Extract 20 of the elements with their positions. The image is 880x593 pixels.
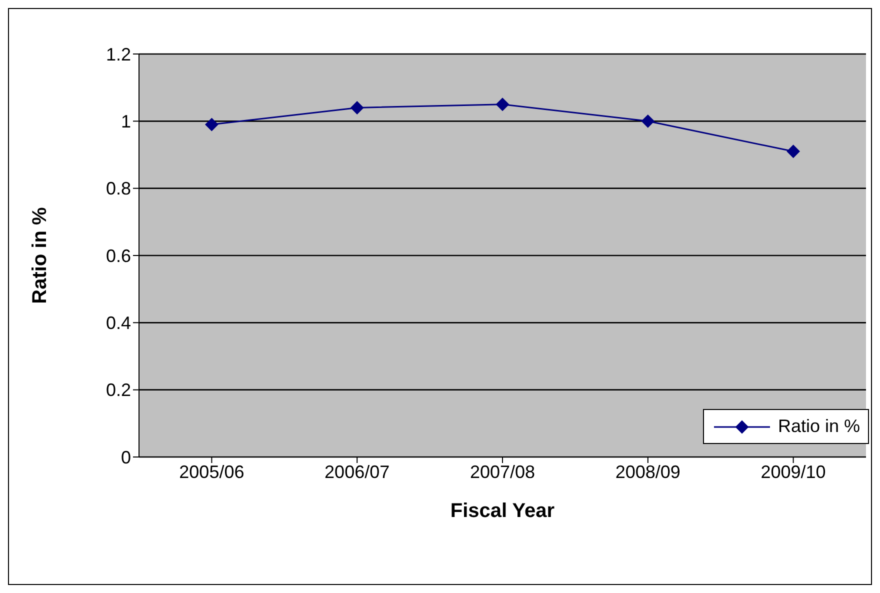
- y-tick-label: 0.8: [106, 178, 131, 199]
- y-tick-label: 1: [120, 112, 131, 132]
- point: [350, 101, 364, 114]
- y-tick-label: 0: [120, 447, 131, 468]
- point: [496, 98, 509, 111]
- point: [641, 114, 654, 128]
- y-tick-label: 0.6: [106, 246, 131, 266]
- point: [786, 144, 800, 158]
- x-axis-title: Fiscal Year: [450, 500, 555, 522]
- x-tick-label: 2006/07: [324, 462, 390, 482]
- x-tick-label: 2008/09: [615, 462, 680, 482]
- y-tick-label: 0.4: [106, 313, 131, 334]
- legend-label: Ratio in %: [778, 416, 860, 437]
- x-tick-label: 2007/08: [470, 462, 536, 482]
- x-tick-label: 2005/06: [179, 462, 244, 482]
- y-tick-label: 0.2: [106, 380, 131, 400]
- y-axis-title: Ratio in %: [29, 206, 52, 304]
- x-tick-label: 2009/10: [760, 462, 826, 482]
- point: [205, 118, 218, 132]
- y-tick-label: 1.2: [106, 44, 131, 64]
